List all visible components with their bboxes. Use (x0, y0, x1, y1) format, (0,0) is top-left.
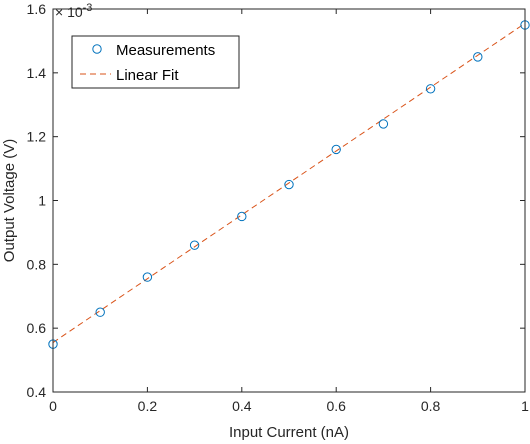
x-tick-label: 0.4 (232, 398, 252, 414)
x-tick-label: 0.8 (421, 398, 441, 414)
data-point (425, 84, 436, 94)
x-tick-label: 0.2 (138, 398, 158, 414)
y-tick-label: 0.8 (27, 256, 47, 272)
data-point (237, 211, 247, 222)
legend-box (71, 35, 240, 89)
data-point (95, 307, 105, 317)
data-point (378, 119, 389, 129)
y-tick-label: 0.4 (27, 384, 47, 400)
x-tick-label: 0.6 (326, 398, 346, 414)
data-point (331, 144, 341, 155)
y-axis-label: Output Voltage (V) (1, 139, 18, 262)
legend: Measurements Linear Fit (71, 35, 240, 89)
y-tick-label: 1.4 (27, 65, 47, 81)
y-axis-exponent: × 10-3 (55, 2, 92, 20)
fit-line-layer (52, 22, 526, 343)
data-point (142, 272, 153, 282)
y-tick-label: 1.6 (27, 1, 47, 17)
y-tick-label: 1 (38, 193, 46, 209)
x-axis-label: Input Current (nA) (229, 424, 349, 441)
legend-marker-measurements (92, 44, 102, 54)
x-tick-label: 0 (49, 398, 57, 414)
y-axis-ticks: 0.4 0.6 0.8 1 1.2 1.4 1.6 (27, 1, 525, 400)
legend-label-measurements: Measurements (116, 42, 215, 59)
data-point (189, 240, 200, 250)
x-tick-label: 1 (521, 398, 529, 414)
y-tick-label: 1.2 (27, 129, 47, 145)
x-axis-ticks: 0 0.2 0.4 0.6 0.8 1 (49, 9, 529, 414)
legend-label-linear-fit: Linear Fit (116, 67, 179, 84)
data-point (473, 52, 483, 62)
data-point (284, 179, 294, 190)
y-tick-label: 0.6 (27, 320, 47, 336)
fit-line (52, 22, 526, 343)
